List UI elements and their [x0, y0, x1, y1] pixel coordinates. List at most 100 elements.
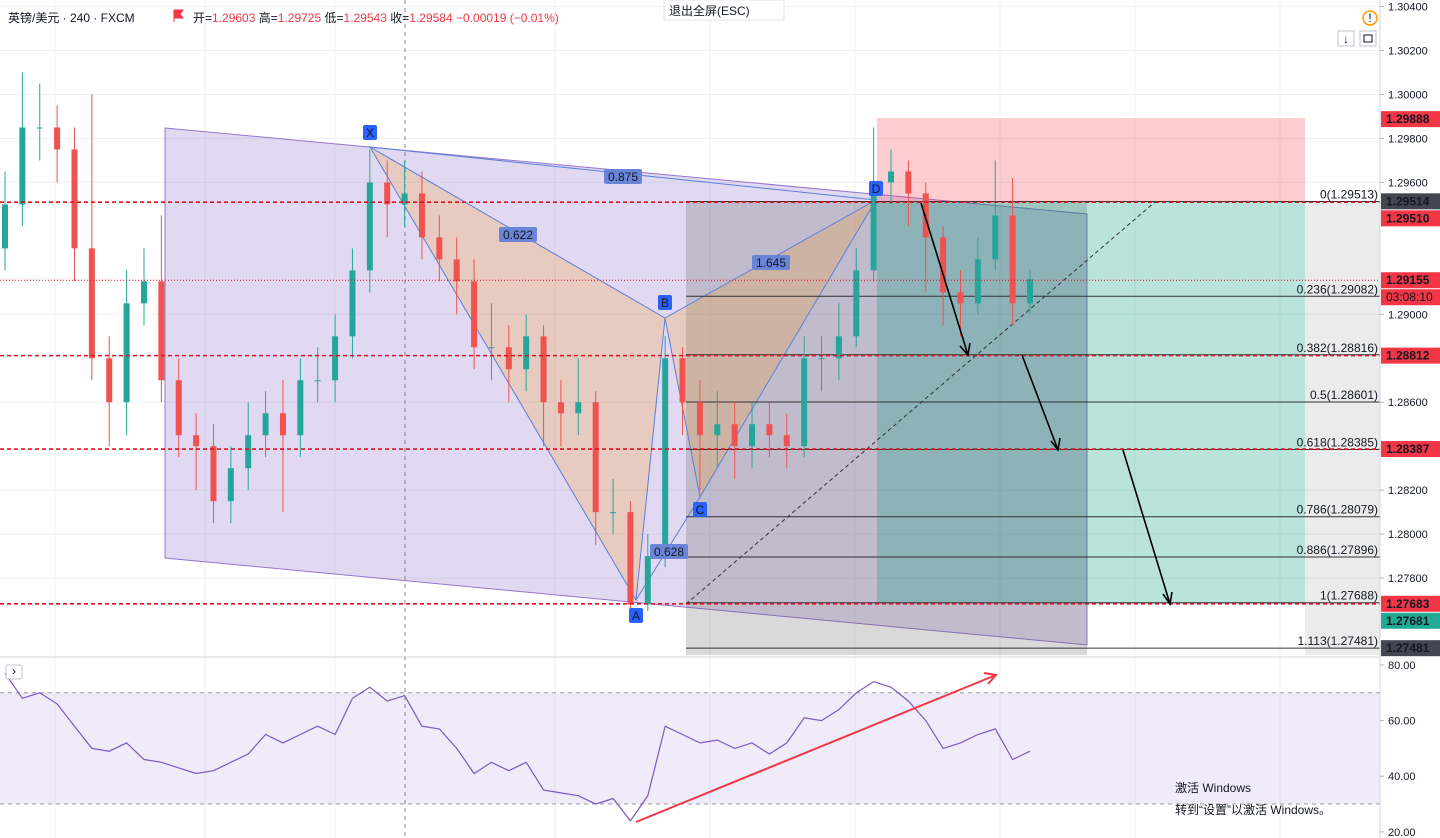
- fib-label: 0.886(1.27896): [1297, 543, 1378, 557]
- candle-body: [453, 259, 460, 282]
- fib-label: 1(1.27688): [1320, 589, 1378, 603]
- candle-body: [140, 281, 147, 304]
- candle-body: [801, 358, 808, 447]
- candle-body: [401, 193, 408, 205]
- arrow-head: [959, 342, 971, 357]
- candle-body: [974, 259, 981, 304]
- ohlc-label: 低=: [325, 11, 344, 25]
- candle-body: [245, 435, 252, 469]
- candle-body: [54, 127, 61, 150]
- candle-body: [88, 248, 95, 359]
- candle-body: [835, 336, 842, 359]
- y-tick-label: 1.30400: [1388, 2, 1428, 14]
- candle-body: [262, 413, 269, 436]
- candle-body: [471, 281, 478, 348]
- candle-body: [19, 127, 26, 205]
- price-tag: [1381, 111, 1440, 128]
- candle-body: [957, 292, 964, 304]
- candle-body: [610, 512, 617, 514]
- candle-body: [523, 336, 530, 370]
- rsi-line: [4, 672, 1031, 822]
- candle-body: [714, 424, 721, 436]
- candle-body: [314, 380, 321, 382]
- pattern-point-box: [363, 125, 377, 140]
- pattern-point-box: [693, 502, 707, 517]
- price-tag-label: 1.27681: [1386, 614, 1430, 628]
- ohlc-value: 1.29725: [278, 11, 322, 25]
- watermark-title: 激活 Windows: [1175, 781, 1251, 795]
- arrow-head: [1050, 437, 1061, 452]
- candle-body: [279, 413, 286, 436]
- arrow: [1122, 449, 1171, 605]
- flag-icon[interactable]: [173, 9, 184, 22]
- candle-body: [1009, 215, 1016, 304]
- change: −0.00019 (−0.01%): [456, 11, 559, 25]
- exit-fullscreen-text: 退出全屏(ESC): [669, 3, 750, 18]
- target-zone: [877, 202, 1305, 604]
- candle-body: [766, 424, 773, 436]
- alert-icon[interactable]: [1362, 10, 1378, 26]
- y-tick-label: 1.29800: [1388, 133, 1428, 145]
- y-tick-label: 1.30200: [1388, 46, 1428, 58]
- scroll-button[interactable]: [1337, 30, 1355, 47]
- candle-body: [940, 237, 947, 293]
- candle-body: [210, 446, 217, 502]
- candle-body: [123, 303, 130, 403]
- pattern-point: C: [696, 503, 705, 517]
- candle-body: [488, 347, 495, 349]
- candle-body: [870, 182, 877, 271]
- pattern-point-box: [869, 181, 883, 196]
- candle-body: [332, 336, 339, 381]
- fib-label: 0.786(1.28079): [1297, 503, 1378, 517]
- price-tag-label: 1.28812: [1386, 349, 1430, 363]
- y-tick-label: 20.00: [1388, 827, 1416, 838]
- fib-label: 0.236(1.29082): [1297, 282, 1378, 296]
- candle-body: [418, 193, 425, 238]
- reset-icon: [1363, 34, 1373, 43]
- candle-body: [175, 380, 182, 436]
- pattern-point: D: [872, 182, 881, 196]
- fib-label: 1.113(1.27481): [1297, 634, 1378, 648]
- price-tag-label: 1.28387: [1386, 442, 1430, 456]
- candle-body: [557, 402, 564, 414]
- y-tick-label: 40.00: [1388, 771, 1416, 783]
- ratio-box: [499, 227, 537, 242]
- candle-body: [905, 171, 912, 194]
- candle-body: [627, 512, 634, 605]
- candle-body: [227, 468, 234, 502]
- price-tag: [1381, 640, 1440, 657]
- stop-zone: [877, 118, 1305, 202]
- candle-body: [992, 215, 999, 260]
- ohlc-label: 开=: [193, 11, 212, 25]
- reset-button[interactable]: [1359, 30, 1377, 47]
- candle-body: [366, 182, 373, 271]
- arrow: [1021, 354, 1059, 451]
- candle-body: [106, 358, 113, 403]
- pattern-point: B: [661, 296, 669, 310]
- candle-body: [349, 270, 356, 337]
- trend-line: [685, 201, 1156, 605]
- candle-body: [36, 127, 43, 129]
- pattern-ratio: 0.628: [654, 545, 684, 559]
- pattern-point-box: [658, 295, 672, 310]
- fib-label: 0.382(1.28816): [1297, 341, 1378, 355]
- fib-label: 0(1.29513): [1320, 188, 1378, 202]
- candle-body: [853, 270, 860, 337]
- y-tick-label: 1.30000: [1388, 90, 1428, 102]
- candle-body: [731, 424, 738, 447]
- arrow-head: [1162, 591, 1173, 607]
- watermark-subtitle: 转到“设置”以激活 Windows。: [1175, 802, 1331, 817]
- exit-fullscreen-button[interactable]: [663, 0, 785, 21]
- y-tick-label: 1.28000: [1388, 529, 1428, 541]
- collapse-button[interactable]: [5, 664, 23, 680]
- symbol-title: 英镑/美元 · 240 · FXCM: [8, 10, 135, 25]
- arrows: [920, 202, 1173, 607]
- rsi-band: [0, 692, 1380, 805]
- fib-label: 0.5(1.28601): [1310, 388, 1378, 402]
- pattern-ratio: 1.645: [756, 256, 786, 270]
- price-tag: [1381, 347, 1440, 364]
- scroll-icon: ↓: [1343, 32, 1349, 46]
- candle-body: [436, 237, 443, 260]
